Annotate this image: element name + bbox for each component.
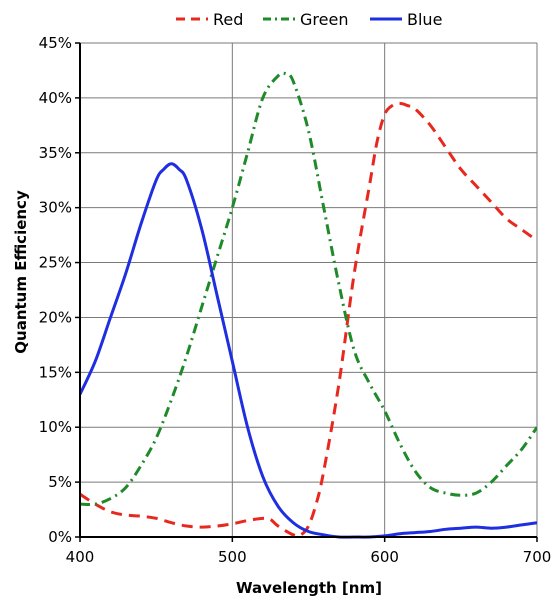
axes	[75, 42, 538, 542]
legend-label-blue: Blue	[407, 10, 442, 29]
y-tick-label-4: 20%	[39, 308, 72, 326]
legend-label-red: Red	[213, 10, 243, 29]
y-tick-label-9: 45%	[39, 34, 72, 52]
x-tick-label-0: 400	[66, 548, 95, 566]
x-axis-label: Wavelength [nm]	[236, 579, 382, 597]
y-tick-label-2: 10%	[39, 418, 72, 436]
y-tick-label-6: 30%	[39, 199, 72, 217]
series-lines	[80, 71, 537, 539]
x-tick-label-3: 700	[523, 548, 552, 566]
tick-labels: 0% 5% 10% 15% 20% 25% 30% 35% 40% 45% 400 500 600 700	[39, 34, 552, 566]
x-tick-label-1: 500	[218, 548, 247, 566]
grid-lines	[80, 42, 538, 537]
legend: Red Green Blue	[176, 10, 442, 29]
x-tick-label-2: 600	[370, 548, 399, 566]
y-tick-label-7: 35%	[39, 144, 72, 162]
y-tick-label-8: 40%	[39, 89, 72, 107]
y-axis-label: Quantum Efficiency	[12, 190, 30, 354]
y-tick-label-3: 15%	[39, 363, 72, 381]
y-tick-label-0: 0%	[48, 528, 72, 546]
series-line-blue	[80, 162, 537, 539]
series-line-green	[80, 71, 537, 506]
y-tick-label-1: 5%	[48, 473, 72, 491]
series-line-red	[80, 101, 537, 538]
legend-label-green: Green	[300, 10, 348, 29]
y-tick-label-5: 25%	[39, 254, 72, 272]
